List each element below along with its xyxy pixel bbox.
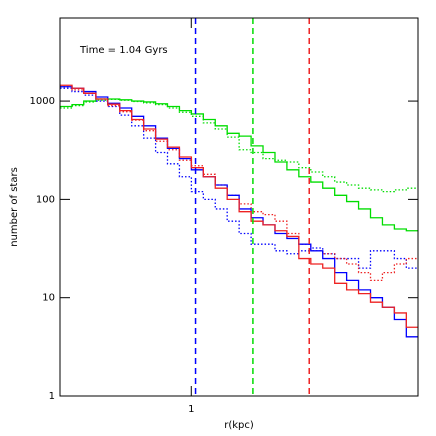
histogram-line — [60, 98, 418, 193]
y-tick-label: 1 — [49, 391, 55, 402]
histogram-line — [60, 86, 418, 282]
y-tick-label: 10 — [42, 293, 55, 304]
x-axis-label: r(kpc) — [224, 420, 254, 431]
x-tick-label: 1 — [188, 404, 194, 415]
annotation: Time = 1.04 Gyrs — [79, 45, 168, 56]
y-axis-label: number of stars — [9, 167, 20, 247]
plot-frame — [59, 17, 419, 397]
y-tick-label: 100 — [36, 194, 55, 205]
y-tick-label: 1000 — [30, 96, 55, 107]
histogram-line — [60, 84, 418, 328]
